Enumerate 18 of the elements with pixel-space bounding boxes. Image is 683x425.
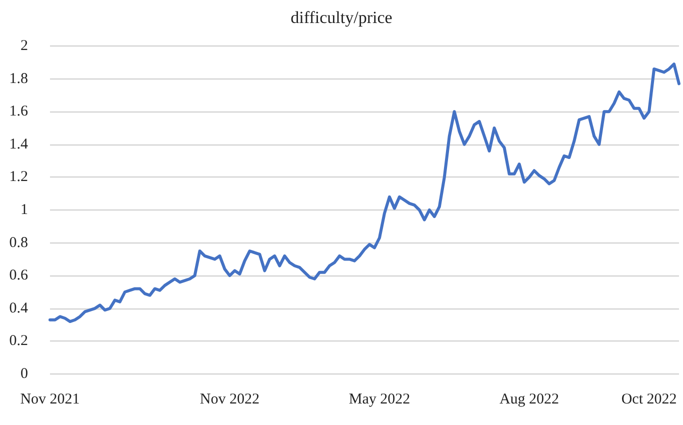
x-tick-label: Nov 2021 <box>20 392 80 408</box>
y-tick-label: 0.8 <box>9 234 28 251</box>
y-tick-label: 1.8 <box>9 70 28 87</box>
y-tick-label: 0.2 <box>9 333 28 350</box>
x-tick-label: Oct 2022 <box>621 392 677 408</box>
y-tick-label: 0 <box>20 366 28 382</box>
y-tick-label: 0.4 <box>9 300 28 316</box>
chart-title: difficulty/price <box>290 8 392 27</box>
x-tick-label: May 2022 <box>348 392 410 408</box>
y-tick-label: 0.6 <box>9 268 28 284</box>
y-tick-label: 1.2 <box>9 169 28 186</box>
y-tick-label: 2 <box>20 38 28 54</box>
y-tick-label: 1.4 <box>9 136 28 152</box>
y-tick-label: 1 <box>20 202 28 218</box>
x-tick-label: Nov 2022 <box>200 392 260 408</box>
y-tick-label: 1.6 <box>9 104 28 120</box>
x-tick-label: Aug 2022 <box>499 392 560 408</box>
line-series <box>48 62 680 324</box>
